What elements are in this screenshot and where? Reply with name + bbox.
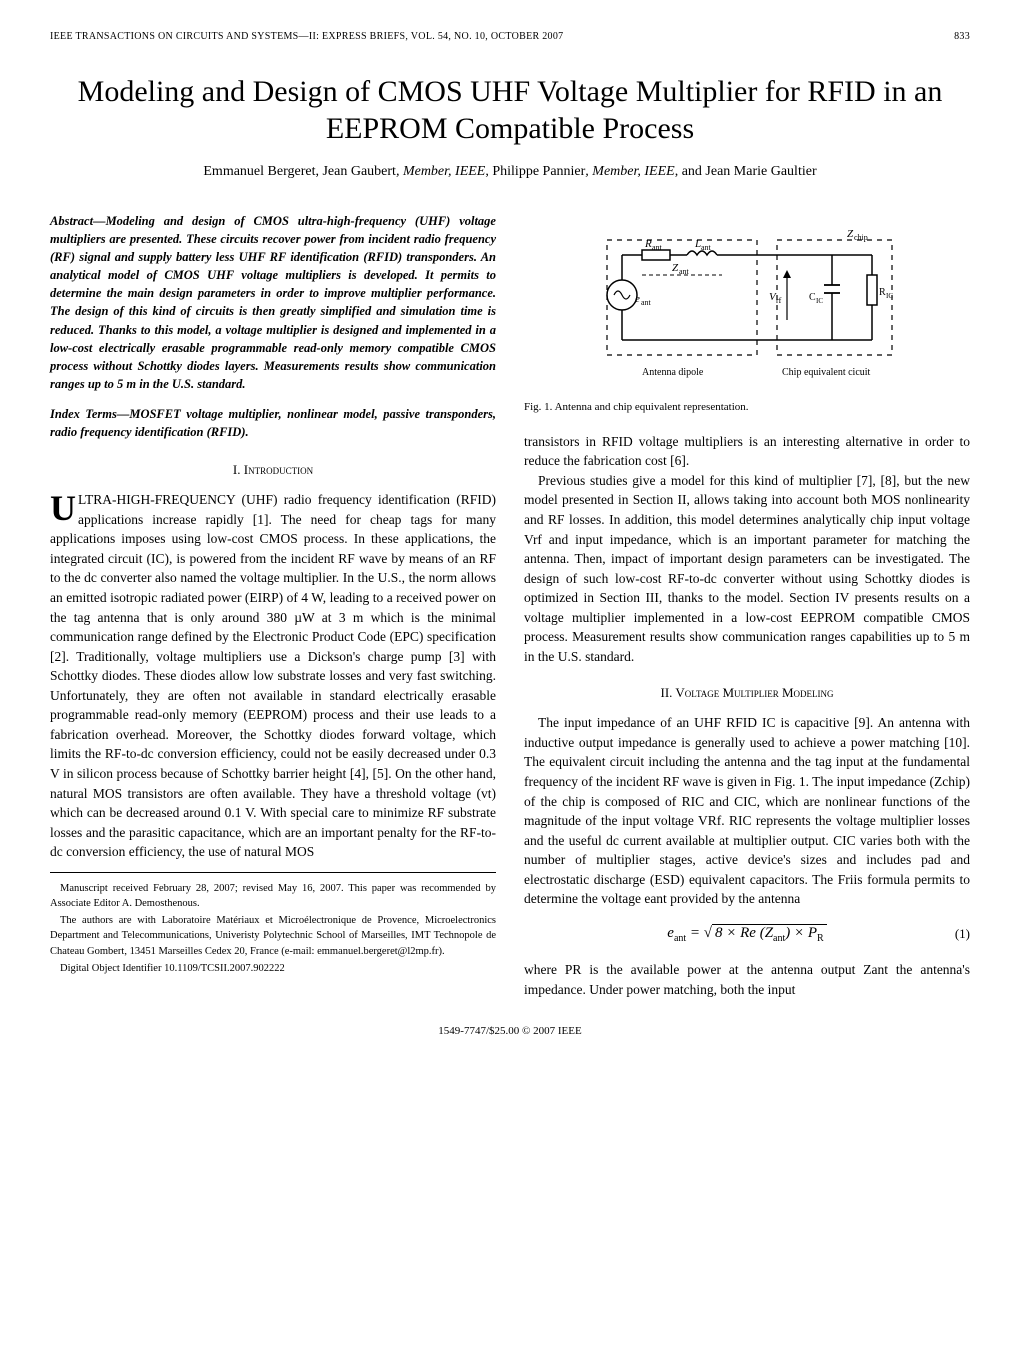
eq-rad-post: ) × P xyxy=(785,925,817,941)
journal-name: IEEE TRANSACTIONS ON CIRCUITS AND SYSTEM… xyxy=(50,30,563,45)
abstract-block: Abstract—Modeling and design of CMOS ult… xyxy=(50,212,496,393)
svg-text:R: R xyxy=(644,238,652,250)
eq-rad-pre: 8 × Re (Z xyxy=(715,925,773,941)
svg-text:Antenna dipole: Antenna dipole xyxy=(642,367,704,378)
abstract-text: Modeling and design of CMOS ultra-high-f… xyxy=(50,214,496,391)
section-2-heading: II. Voltage Multiplier Modeling xyxy=(524,684,970,703)
two-column-layout: Abstract—Modeling and design of CMOS ult… xyxy=(50,212,970,1000)
intro-paragraph-2: Previous studies give a model for this k… xyxy=(524,471,970,667)
equation-1: eant = √8 × Re (Zant) × PR (1) xyxy=(524,923,970,947)
footnote-manuscript: Manuscript received February 28, 2007; r… xyxy=(50,881,496,911)
index-terms-label: Index Terms— xyxy=(50,407,129,421)
section-2-paragraph-1: The input impedance of an UHF RFID IC is… xyxy=(524,713,970,909)
svg-text:e: e xyxy=(635,293,640,305)
footnote-block: Manuscript received February 28, 2007; r… xyxy=(50,872,496,976)
svg-text:Chip equivalent cicuit: Chip equivalent cicuit xyxy=(782,367,871,378)
equation-1-body: eant = √8 × Re (Zant) × PR xyxy=(667,923,826,947)
svg-text:IC: IC xyxy=(816,297,823,305)
right-column: R ant L ant Z ant Z chip e ant V rf C IC… xyxy=(524,212,970,1000)
index-terms-block: Index Terms—MOSFET voltage multiplier, n… xyxy=(50,405,496,441)
svg-text:rf: rf xyxy=(776,296,782,305)
svg-text:ant: ant xyxy=(679,267,690,276)
dropcap: U xyxy=(50,490,78,523)
membership-2: , Member, IEEE xyxy=(585,164,674,179)
figure-1-svg: R ant L ant Z ant Z chip e ant V rf C IC… xyxy=(587,220,907,390)
author-names-2: , Philippe Pannier xyxy=(485,164,585,179)
svg-text:Z: Z xyxy=(672,262,679,274)
svg-text:ant: ant xyxy=(701,243,712,252)
page-number: 833 xyxy=(954,30,970,45)
authors-line: Emmanuel Bergeret, Jean Gaubert, Member,… xyxy=(50,162,970,182)
svg-text:IC: IC xyxy=(886,292,893,300)
svg-text:ant: ant xyxy=(641,298,652,307)
intro-paragraph-1: ULTRA-HIGH-FREQUENCY (UHF) radio frequen… xyxy=(50,490,496,862)
svg-text:Z: Z xyxy=(847,228,854,240)
intro-first-text: LTRA-HIGH-FREQUENCY (UHF) radio frequenc… xyxy=(50,492,496,859)
figure-1: R ant L ant Z ant Z chip e ant V rf C IC… xyxy=(524,220,970,390)
eq-equals: = xyxy=(686,925,704,941)
footnote-affiliation: The authors are with Laboratoire Matéria… xyxy=(50,913,496,959)
abstract-label: Abstract— xyxy=(50,214,106,228)
intro-continuation: transistors in RFID voltage multipliers … xyxy=(524,432,970,471)
eq-rad-sub2: R xyxy=(817,933,824,944)
eq-lhs-sub: ant xyxy=(674,933,686,944)
journal-header: IEEE TRANSACTIONS ON CIRCUITS AND SYSTEM… xyxy=(50,30,970,45)
section-2-after-eq: where PR is the available power at the a… xyxy=(524,960,970,999)
left-column: Abstract—Modeling and design of CMOS ult… xyxy=(50,212,496,1000)
figure-1-caption: Fig. 1. Antenna and chip equivalent repr… xyxy=(524,400,970,416)
footnote-doi: Digital Object Identifier 10.1109/TCSII.… xyxy=(50,961,496,976)
svg-text:C: C xyxy=(809,292,816,303)
paper-title: Modeling and Design of CMOS UHF Voltage … xyxy=(50,73,970,148)
section-1-heading: I. Introduction xyxy=(50,461,496,480)
svg-text:ant: ant xyxy=(652,243,663,252)
page-footer-copyright: 1549-7747/$25.00 © 2007 IEEE xyxy=(50,1024,970,1040)
equation-1-number: (1) xyxy=(955,925,970,944)
membership-1: , Member, IEEE xyxy=(396,164,485,179)
author-names-3: , and Jean Marie Gaultier xyxy=(675,164,817,179)
eq-rad-sub1: ant xyxy=(773,933,785,944)
svg-text:chip: chip xyxy=(854,233,868,242)
svg-text:R: R xyxy=(879,287,886,298)
eq-radicand: 8 × Re (Zant) × PR xyxy=(712,924,827,941)
author-names-1: Emmanuel Bergeret, Jean Gaubert xyxy=(203,164,396,179)
eq-lhs: e xyxy=(667,925,674,941)
